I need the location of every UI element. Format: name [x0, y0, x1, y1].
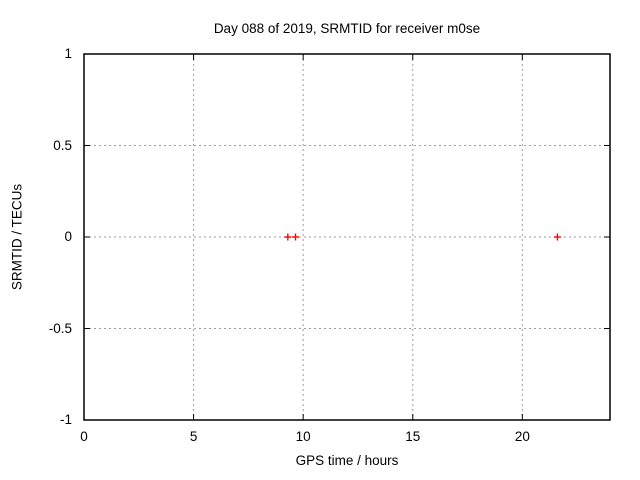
data-point-marker	[553, 233, 561, 241]
y-tick-label: -0.5	[48, 320, 72, 336]
y-tick-label: -1	[59, 412, 72, 427]
y-tick-label: 0	[64, 229, 72, 244]
y-axis-label: SRMTID / TECUs	[9, 183, 25, 291]
x-tick-label: 15	[405, 429, 421, 444]
x-axis-label: GPS time / hours	[295, 453, 399, 468]
x-tick-label: 5	[189, 429, 198, 444]
y-tick-label: 1	[64, 46, 72, 61]
x-tick-label: 0	[80, 429, 88, 444]
chart-title: Day 088 of 2019, SRMTID for receiver m0s…	[213, 21, 481, 36]
data-point-marker	[291, 233, 299, 241]
plot-border	[83, 53, 611, 421]
data-point-marker	[284, 233, 292, 241]
x-tick-label: 10	[295, 429, 311, 444]
x-tick-label: 20	[514, 429, 530, 444]
y-tick-label: 0.5	[53, 137, 72, 153]
